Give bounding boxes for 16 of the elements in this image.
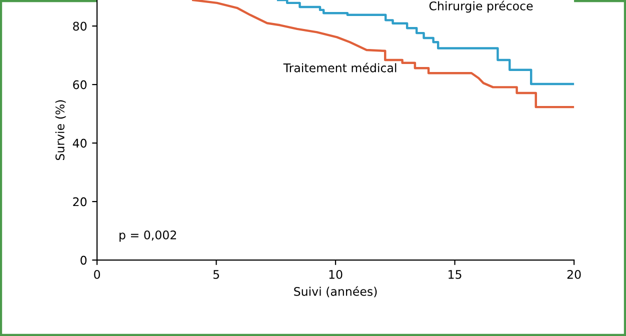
series-label: Chirurgie précoce xyxy=(429,0,533,13)
x-tick-label: 0 xyxy=(94,270,100,279)
x-tick-label: 10 xyxy=(329,270,342,279)
line-series xyxy=(192,0,574,108)
y-tick-label: 0 xyxy=(80,256,87,265)
series-label: Traitement médical xyxy=(283,62,396,72)
y-tick-label: 80 xyxy=(73,22,87,31)
annotation: p = 0,002 xyxy=(120,230,176,242)
x-tick-label: 20 xyxy=(567,270,581,279)
y-tick-label: 40 xyxy=(72,138,87,148)
x-tick-label: 15 xyxy=(448,270,462,279)
x-tick-label: 5 xyxy=(213,270,220,279)
y-tick-label: 60 xyxy=(73,80,87,90)
y-axis-title: Survie (%) xyxy=(55,100,66,160)
x-axis-title: Suivi (années) xyxy=(294,286,377,298)
y-tick-label: 20 xyxy=(73,197,87,206)
